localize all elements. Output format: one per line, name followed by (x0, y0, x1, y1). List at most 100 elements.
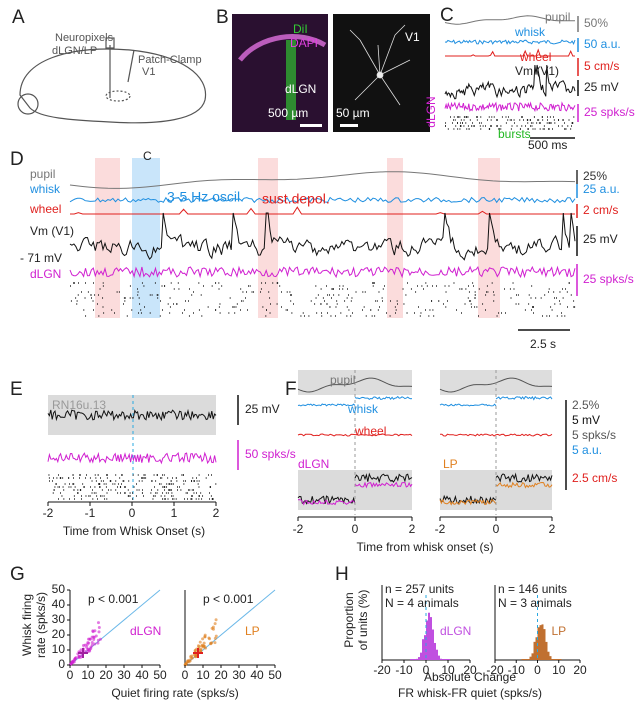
unit-point (211, 627, 215, 631)
unit-point (90, 643, 94, 647)
label: V1 (405, 30, 420, 44)
hist-bar (422, 639, 424, 660)
hist-bar (533, 641, 536, 660)
label: p < 0.001 (88, 592, 139, 606)
label: LP (443, 457, 458, 471)
unit-point (94, 634, 98, 638)
panel-label: C (440, 5, 454, 26)
hist-bar (410, 659, 412, 660)
trace (444, 64, 576, 100)
x-tick-label: 20 (573, 663, 587, 677)
unit-point (208, 637, 212, 641)
label: of units (%) (356, 590, 370, 651)
hist-bar (545, 641, 548, 660)
unit-point (81, 644, 85, 648)
x-tick-label: 2 (213, 506, 220, 520)
x-tick-label: -1 (85, 506, 96, 520)
x-tick-label: 0 (352, 522, 359, 536)
y-tick-label: 0 (58, 657, 65, 671)
scale-label: 5 a.u. (572, 443, 602, 457)
label: N = 4 animals (385, 596, 459, 610)
label: 50 µm (336, 106, 370, 120)
label: dLGN (424, 96, 438, 127)
label: Vm (V1) (30, 224, 74, 238)
trace (69, 265, 576, 279)
y-tick-label: 30 (52, 612, 66, 626)
x-tick-label: 20 (214, 668, 228, 682)
histology-stain (238, 34, 327, 62)
x-tick-label: 20 (99, 668, 113, 682)
unit-point (90, 640, 94, 644)
panel-label: H (335, 564, 349, 585)
unit-point (97, 630, 101, 634)
label: dLGN (30, 267, 61, 281)
unit-point (203, 644, 207, 648)
histology-image (232, 14, 328, 132)
x-tick-label: -10 (395, 663, 413, 677)
label: 25 spks/s (583, 272, 634, 286)
scale-label: 2.5% (572, 398, 600, 412)
label: 25 spks/s (584, 105, 635, 119)
scale-bar (300, 124, 322, 127)
x-tick-label: 10 (81, 668, 95, 682)
label: 50% (584, 16, 608, 30)
unit-point (86, 648, 90, 652)
trace (439, 498, 497, 506)
label: DiI (293, 22, 308, 36)
label: wheel (354, 424, 386, 438)
x-tick-label: -2 (435, 522, 446, 536)
label: 25 mV (245, 402, 280, 416)
x-tick-label: 2 (409, 522, 416, 536)
trace (70, 206, 575, 215)
highlight (478, 158, 500, 318)
x-tick-label: 10 (552, 663, 566, 677)
x-tick-label: 40 (135, 668, 149, 682)
x-tick-label: -2 (293, 522, 304, 536)
trace (444, 101, 576, 113)
y-tick-label: 40 (52, 597, 66, 611)
label: n = 146 units (498, 582, 567, 596)
hist-bar (549, 656, 552, 660)
trace (495, 395, 553, 401)
hist-bar (541, 624, 544, 660)
unit-point (85, 645, 89, 649)
unit-point (213, 636, 217, 640)
x-tick-label: -20 (373, 663, 391, 677)
hist-bar (531, 653, 534, 660)
x-tick-label: -2 (43, 506, 54, 520)
highlight (258, 158, 278, 318)
unit-point (194, 654, 198, 658)
x-tick-label: 0 (423, 663, 430, 677)
panel-label: B (216, 7, 229, 28)
unit-point (201, 637, 205, 641)
label: Time from whisk onset (s) (357, 540, 494, 554)
hist-bar (543, 629, 546, 660)
hist-bar (418, 657, 420, 660)
unit-point (96, 641, 100, 645)
label: V1 (142, 66, 155, 78)
trace (439, 433, 553, 437)
hist-bar (555, 659, 558, 660)
label: n = 257 units (385, 582, 454, 596)
hist-bar (557, 659, 560, 660)
unit-point (213, 641, 217, 645)
x-tick-label: 50 (268, 668, 282, 682)
label: 2.5 s (530, 337, 556, 351)
x-tick-label: 40 (250, 668, 264, 682)
unit-point (200, 643, 204, 647)
hist-bar (424, 635, 426, 660)
unit-point (90, 635, 94, 639)
hist-bar (448, 659, 450, 660)
hist-bar (438, 655, 440, 660)
unit-point (96, 621, 100, 625)
trace (444, 39, 576, 45)
hist-bar (521, 659, 524, 660)
unit-point (186, 659, 190, 663)
unit-point (79, 648, 83, 652)
unit-point (91, 630, 95, 634)
x-tick-label: 30 (117, 668, 131, 682)
unit-point (98, 637, 102, 641)
median-marker (78, 648, 88, 658)
hist-bar (559, 659, 562, 660)
